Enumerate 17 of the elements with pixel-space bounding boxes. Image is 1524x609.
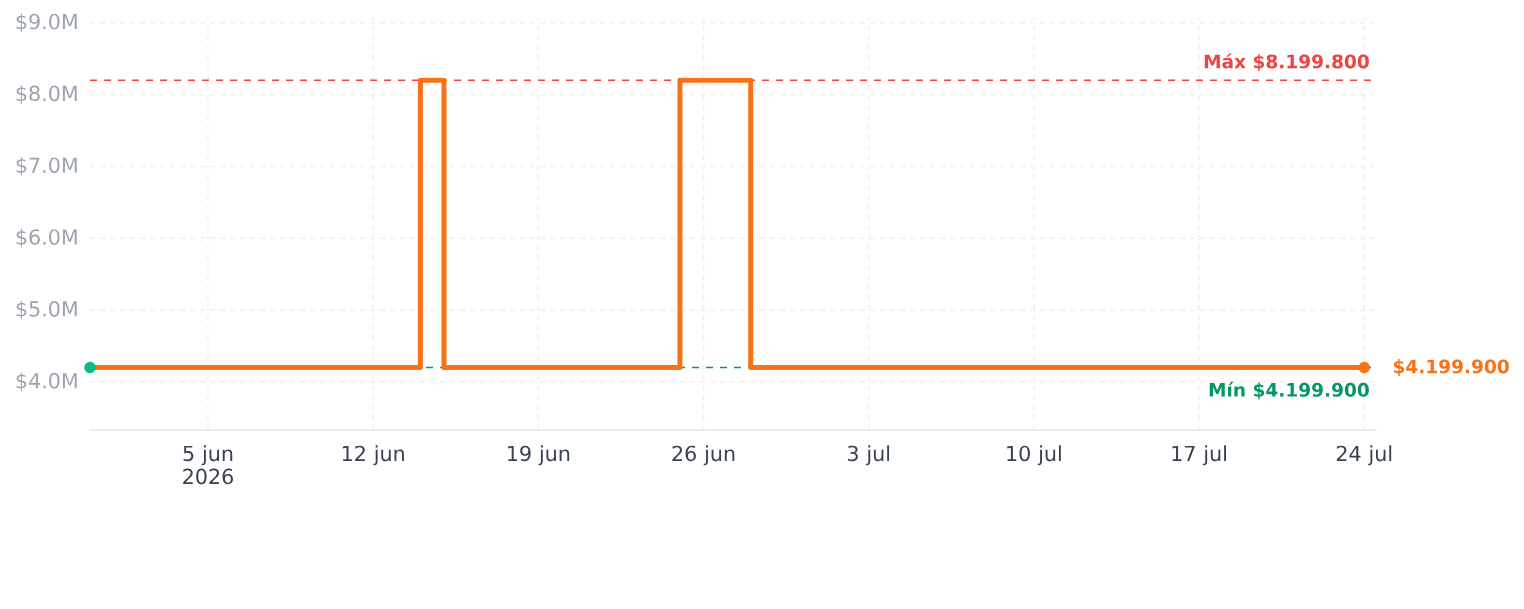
x-tick-label: 12 jun: [342, 445, 404, 466]
ref-line-label: Mín $4.199.900: [1209, 381, 1369, 400]
x-tick-label: 24 jul: [1336, 445, 1392, 466]
y-tick-label: $7.0M: [16, 157, 77, 176]
x-tick-label: 17 jul: [1172, 445, 1226, 466]
x-tick-label: 10 jul: [1007, 445, 1061, 466]
y-tick-label: $4.0M: [16, 372, 77, 392]
x-tick-label: 5 jun 2026: [183, 445, 233, 485]
annotation: $4.199.900: [1393, 359, 1509, 376]
ref-line-label: Máx $8.199.800: [1204, 53, 1369, 71]
x-tick-label: 19 jun: [508, 445, 570, 466]
y-tick-label: $9.0M: [16, 13, 77, 33]
x-tick-label: 3 jul: [847, 445, 890, 466]
x-tick-label: 26 jun: [672, 445, 735, 466]
y-tick-label: $8.0M: [16, 85, 77, 104]
y-tick-label: $5.0M: [16, 300, 77, 320]
y-tick-label: $6.0M: [16, 228, 77, 248]
